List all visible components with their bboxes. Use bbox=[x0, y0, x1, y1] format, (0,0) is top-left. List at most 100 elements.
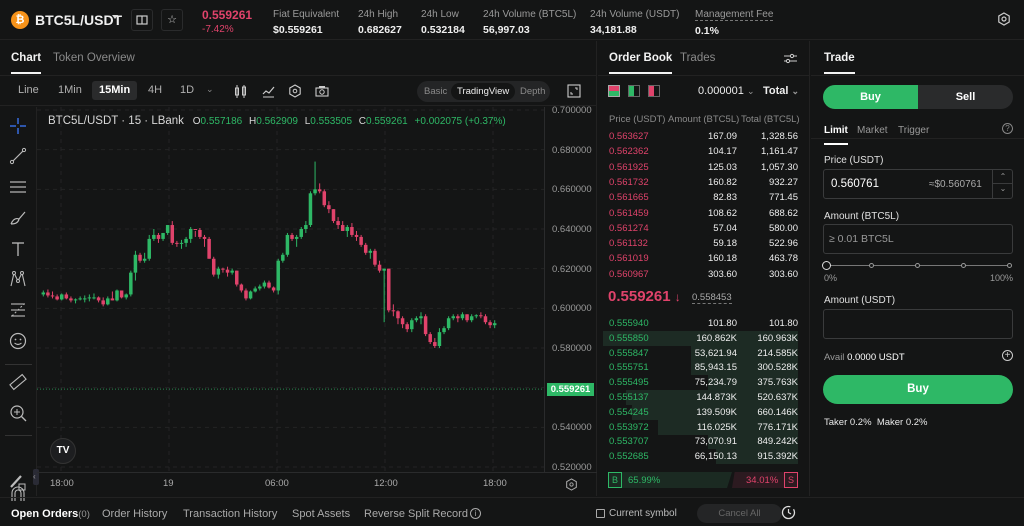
tab-chart[interactable]: Chart bbox=[11, 52, 42, 74]
precision-select[interactable]: 0.000001 ⌄ bbox=[698, 85, 755, 97]
ask-row[interactable]: 0.561274 57.04 580.00 bbox=[609, 222, 798, 234]
tradingview-logo[interactable]: TV bbox=[50, 438, 76, 464]
indicators-icon[interactable] bbox=[262, 85, 275, 98]
ask-row[interactable]: 0.561732 160.82 932.27 bbox=[609, 176, 798, 188]
crosshair-icon[interactable] bbox=[9, 117, 27, 135]
timeframe-4h[interactable]: 4H bbox=[148, 84, 163, 96]
camera-icon[interactable] bbox=[315, 85, 329, 97]
chart-panel: Chart Token Overview Line 1Min 15Min 4H … bbox=[0, 41, 597, 501]
timeframe-1d[interactable]: 1D bbox=[180, 84, 195, 96]
book-icon[interactable] bbox=[131, 9, 153, 31]
chevron-down-icon[interactable] bbox=[112, 15, 118, 19]
decrement-icon[interactable]: ⌄ bbox=[999, 184, 1007, 193]
type-limit[interactable]: Limit bbox=[824, 125, 848, 145]
bid-row[interactable]: 0.555847 53,621.94 214.585K bbox=[609, 345, 798, 361]
increment-icon[interactable]: ⌃ bbox=[993, 170, 1013, 184]
total-mode-select[interactable]: Total ⌄ bbox=[763, 85, 800, 97]
type-market[interactable]: Market bbox=[857, 125, 888, 136]
history-clock-icon[interactable] bbox=[781, 505, 796, 520]
fib-retracement-icon[interactable] bbox=[9, 301, 27, 319]
magnet-icon[interactable] bbox=[9, 485, 27, 503]
emoji-icon[interactable] bbox=[9, 332, 27, 350]
slider-handle[interactable] bbox=[822, 261, 831, 270]
current-symbol-label[interactable]: Current symbol bbox=[609, 508, 677, 519]
bid-row[interactable]: 0.553707 73,070.91 849.242K bbox=[609, 434, 798, 450]
price-axis[interactable]: 0.700000 0.680000 0.660000 0.640000 0.620000… bbox=[544, 105, 597, 473]
filter-settings-icon[interactable] bbox=[784, 53, 797, 64]
text-tool-icon[interactable] bbox=[9, 240, 27, 258]
view-both-icon[interactable] bbox=[608, 85, 620, 97]
add-funds-icon[interactable]: + bbox=[1002, 350, 1013, 361]
tab-order-history[interactable]: Order History bbox=[102, 508, 168, 520]
pair-selector[interactable]: BTC5L/USDT bbox=[35, 12, 123, 28]
timeframe-line[interactable]: Line bbox=[18, 84, 39, 96]
brush-icon[interactable] bbox=[9, 209, 27, 227]
horizontal-lines-icon[interactable] bbox=[9, 178, 27, 196]
view-asks-icon[interactable] bbox=[648, 85, 660, 97]
stat-management-fee[interactable]: Management Fee 0.1% bbox=[695, 9, 774, 37]
slider-step[interactable] bbox=[869, 263, 874, 268]
ask-row[interactable]: 0.561665 82.83 771.45 bbox=[609, 192, 798, 204]
bid-row[interactable]: 0.555940 101.80 101.80 bbox=[609, 318, 798, 329]
timeframe-15min[interactable]: 15Min bbox=[92, 81, 138, 100]
info-icon[interactable]: i bbox=[470, 508, 481, 519]
collapse-toolbar-handle[interactable]: ‹ bbox=[33, 469, 39, 485]
ask-row[interactable]: 0.561925 125.03 1,057.30 bbox=[609, 161, 798, 173]
tab-transaction-history[interactable]: Transaction History bbox=[183, 508, 278, 520]
ruler-icon[interactable] bbox=[9, 373, 27, 391]
tab-order-book[interactable]: Order Book bbox=[609, 52, 673, 74]
view-tradingview[interactable]: TradingView bbox=[451, 83, 516, 100]
view-basic[interactable]: Basic bbox=[424, 86, 448, 97]
current-symbol-checkbox[interactable] bbox=[596, 509, 605, 518]
tab-open-orders[interactable]: Open Orders(0) bbox=[11, 508, 90, 520]
slider-step[interactable] bbox=[961, 263, 966, 268]
view-bids-icon[interactable] bbox=[628, 85, 640, 97]
time-tick: 18:00 bbox=[483, 478, 507, 489]
ask-row[interactable]: 0.561132 59.18 522.96 bbox=[609, 238, 798, 250]
price-input[interactable]: 0.560761 ≈$0.560761 ⌃ ⌄ bbox=[823, 169, 1013, 199]
bid-row[interactable]: 0.555850 160.862K 160.963K bbox=[598, 330, 810, 346]
fullscreen-icon[interactable] bbox=[567, 84, 581, 98]
ask-row[interactable]: 0.562362 104.17 1,161.47 bbox=[609, 146, 798, 158]
candlestick-chart[interactable] bbox=[37, 107, 544, 472]
star-icon[interactable]: ☆ bbox=[161, 9, 183, 31]
amount-btc-input[interactable]: ≥ 0.01 BTC5L bbox=[823, 224, 1013, 254]
ask-row[interactable]: 0.560967 303.60 303.60 bbox=[609, 268, 798, 280]
bid-row[interactable]: 0.555137 144.873K 520.637K bbox=[609, 390, 798, 405]
lock-drawings-icon[interactable] bbox=[9, 473, 27, 491]
tab-trade[interactable]: Trade bbox=[824, 52, 855, 74]
ask-row[interactable]: 0.561459 108.62 688.62 bbox=[609, 207, 798, 219]
chart-settings-icon[interactable] bbox=[288, 84, 302, 98]
view-depth[interactable]: Depth bbox=[520, 86, 546, 97]
chevron-down-icon[interactable]: ⌄ bbox=[206, 84, 214, 94]
bid-row[interactable]: 0.553972 116.025K 776.171K bbox=[609, 419, 798, 435]
tab-reverse-split-record[interactable]: Reverse Split Record bbox=[364, 508, 468, 520]
settings-icon[interactable] bbox=[997, 12, 1011, 29]
time-axis[interactable]: 18:00 19 06:00 12:00 18:00 bbox=[37, 472, 597, 496]
type-trigger[interactable]: Trigger bbox=[898, 125, 930, 136]
bid-row[interactable]: 0.552685 66,150.13 915.392K bbox=[609, 449, 798, 465]
tab-token-overview[interactable]: Token Overview bbox=[53, 52, 135, 64]
bid-row[interactable]: 0.555751 85,943.15 300.528K bbox=[609, 360, 798, 376]
timeframe-1min[interactable]: 1Min bbox=[58, 84, 82, 96]
bid-row[interactable]: 0.555495 75,234.79 375.763K bbox=[609, 375, 798, 391]
tab-trades[interactable]: Trades bbox=[680, 52, 716, 64]
cancel-all-button[interactable]: Cancel All bbox=[697, 504, 782, 523]
pattern-icon[interactable] bbox=[9, 270, 27, 288]
bid-row[interactable]: 0.554245 139.509K 660.146K bbox=[609, 404, 798, 420]
ask-row[interactable]: 0.561019 160.18 463.78 bbox=[609, 253, 798, 265]
help-icon[interactable]: ? bbox=[1002, 123, 1013, 134]
amount-usdt-input[interactable] bbox=[823, 309, 1013, 339]
slider-step[interactable] bbox=[1007, 263, 1012, 268]
buy-button[interactable]: Buy bbox=[823, 375, 1013, 404]
sell-tab[interactable]: Sell bbox=[955, 91, 976, 103]
mark-price[interactable]: 0.558453 bbox=[692, 292, 732, 304]
trend-line-icon[interactable] bbox=[9, 147, 27, 165]
zoom-in-icon[interactable] bbox=[9, 404, 27, 422]
buy-tab[interactable]: Buy bbox=[823, 85, 918, 109]
axis-settings-icon[interactable] bbox=[565, 478, 578, 491]
candle-type-icon[interactable] bbox=[234, 85, 247, 98]
ask-row[interactable]: 0.563627 167.09 1,328.56 bbox=[609, 131, 798, 142]
tab-spot-assets[interactable]: Spot Assets bbox=[292, 508, 351, 520]
slider-step[interactable] bbox=[915, 263, 920, 268]
